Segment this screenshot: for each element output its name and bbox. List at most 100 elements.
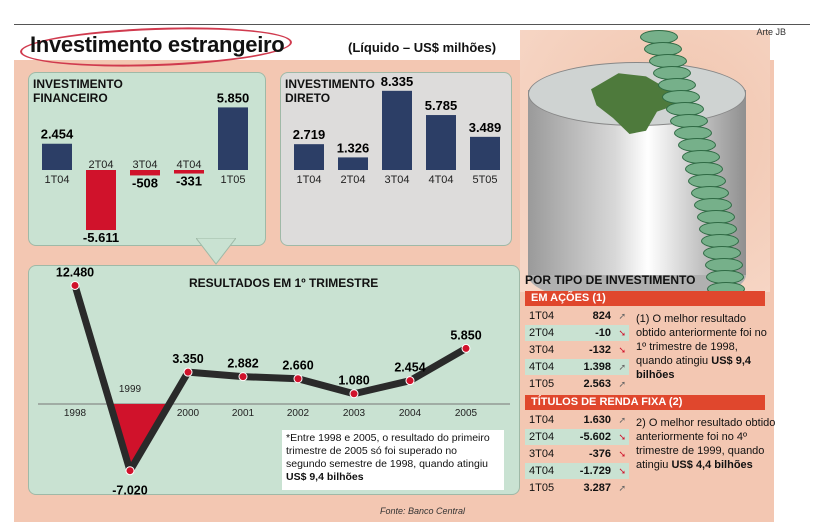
- acoes-note: (1) O melhor resultado obtido anteriorme…: [636, 312, 776, 382]
- category-label: 1T04: [44, 174, 69, 186]
- period-cell: 4T04: [529, 361, 555, 373]
- bar-value-label: 8.335: [381, 74, 414, 89]
- arrow-up-icon: ➚: [618, 362, 626, 372]
- nota-resultados: *Entre 1998 e 2005, o resultado do prime…: [282, 430, 504, 490]
- table-row: 3T04 -376 ➘: [525, 446, 629, 462]
- x-tick-label: 2004: [399, 408, 422, 419]
- bar-value-label: 1.326: [337, 140, 370, 155]
- renda-fixa-header: TÍTULOS DE RENDA FIXA (2): [525, 395, 765, 410]
- arrow-down-icon: ➘: [618, 432, 626, 442]
- bar: [42, 143, 72, 170]
- bar: [426, 115, 456, 170]
- category-label: 1T04: [296, 174, 321, 186]
- period-cell: 2T04: [529, 327, 555, 339]
- bar-value-label: -508: [132, 175, 158, 190]
- category-label: 1T05: [220, 174, 245, 186]
- value-cell: 1.630: [583, 414, 611, 426]
- bar-value-label: -331: [176, 174, 202, 189]
- panel-title: RESULTADOS EM 1º TRIMESTRE: [189, 276, 379, 290]
- bar-value-label: 5.785: [425, 98, 458, 113]
- period-cell: 4T04: [529, 465, 555, 477]
- bar-value-label: 2.454: [41, 127, 74, 142]
- panel-title: INVESTIMENTO FINANCEIRO: [33, 77, 123, 105]
- x-tick-label: 2000: [177, 408, 200, 419]
- bar: [294, 144, 324, 170]
- x-tick-label: 2002: [287, 408, 310, 419]
- bar-value-label: 3.489: [469, 120, 502, 135]
- source-note: Fonte: Banco Central: [380, 506, 466, 516]
- arrow-down-icon: ➘: [618, 449, 626, 459]
- category-label: 5T05: [472, 174, 497, 186]
- bar-value-label: 5.850: [217, 90, 250, 105]
- x-tick-label: 2001: [232, 408, 255, 419]
- x-tick-label: 2005: [455, 408, 478, 419]
- data-point: [461, 343, 471, 353]
- data-value-label: 12.480: [56, 265, 94, 279]
- category-label: 2T04: [340, 174, 365, 186]
- period-cell: 1T04: [529, 414, 555, 426]
- data-value-label: 2.882: [227, 357, 258, 371]
- negative-area: [110, 404, 170, 471]
- period-cell: 1T05: [529, 378, 555, 390]
- series-line: [71, 284, 468, 475]
- arrow-up-icon: ➚: [618, 311, 626, 321]
- value-cell: 824: [592, 310, 611, 322]
- period-cell: 1T04: [529, 310, 555, 322]
- arrow-up-icon: ➚: [618, 415, 626, 425]
- renda-fixa-note: 2) O melhor resultado obtido anteriormen…: [636, 416, 776, 472]
- bar-value-label: 2.719: [293, 127, 326, 142]
- value-cell: -1.729: [579, 465, 611, 477]
- renda-fixa-note-bold: US$ 4,4 bilhões: [671, 459, 753, 471]
- arrow-down-icon: ➘: [618, 328, 626, 338]
- credit-label: Arte JB: [756, 27, 786, 37]
- data-point: [125, 466, 135, 476]
- section-title: POR TIPO DE INVESTIMENTO: [525, 273, 696, 287]
- arrow-up-icon: ➚: [618, 483, 626, 493]
- arrow-down-icon: ➘: [618, 466, 626, 476]
- category-label: 4T04: [176, 159, 201, 171]
- value-cell: 2.563: [583, 378, 611, 390]
- category-label: 4T04: [428, 174, 453, 186]
- arrow-up-icon: ➚: [618, 379, 626, 389]
- table-row: 4T04 1.398 ➚: [525, 359, 629, 375]
- page-title: Investimento estrangeiro: [30, 32, 285, 57]
- value-cell: -376: [588, 448, 611, 460]
- table-row: 2T04 -5.602 ➘: [525, 429, 629, 445]
- table-row: 2T04 -10 ➘: [525, 325, 629, 341]
- data-point: [293, 374, 303, 384]
- top-rule: [14, 24, 810, 25]
- bar: [174, 170, 204, 174]
- value-cell: -10: [595, 327, 611, 339]
- bar: [470, 136, 500, 170]
- data-point: [349, 389, 359, 399]
- bar-value-label: -5.611: [83, 230, 119, 245]
- acoes-note-text: (1) O melhor resultado obtido anteriorme…: [636, 313, 767, 367]
- value-cell: 1.398: [583, 361, 611, 373]
- value-cell: 3.287: [583, 482, 611, 494]
- value-cell: -5.602: [579, 431, 611, 443]
- table-row: 1T05 3.287 ➚: [525, 480, 629, 496]
- bar: [382, 90, 412, 170]
- data-value-label: -7.020: [112, 484, 147, 498]
- category-label: 3T04: [384, 174, 409, 186]
- acoes-header: EM AÇÕES (1): [525, 291, 765, 306]
- acoes-note-bold: US$ 9,4 bilhões: [636, 355, 751, 381]
- data-point: [405, 376, 415, 386]
- x-tick-label: 1998: [64, 408, 87, 419]
- data-point: [70, 280, 80, 290]
- data-value-label: 2.454: [394, 361, 425, 375]
- category-label: 3T04: [132, 159, 157, 171]
- panel-title: INVESTIMENTO DIRETO: [285, 77, 375, 105]
- bar: [130, 170, 160, 176]
- category-label: 2T04: [88, 159, 113, 171]
- bar: [338, 157, 368, 170]
- value-cell: -132: [588, 344, 611, 356]
- table-row: 1T04 1.630 ➚: [525, 412, 629, 428]
- period-cell: 3T04: [529, 448, 555, 460]
- table-row: 3T04 -132 ➘: [525, 342, 629, 358]
- data-point: [183, 367, 193, 377]
- period-cell: 1T05: [529, 482, 555, 494]
- period-cell: 3T04: [529, 344, 555, 356]
- bar: [86, 170, 116, 231]
- data-value-label: 2.660: [282, 359, 313, 373]
